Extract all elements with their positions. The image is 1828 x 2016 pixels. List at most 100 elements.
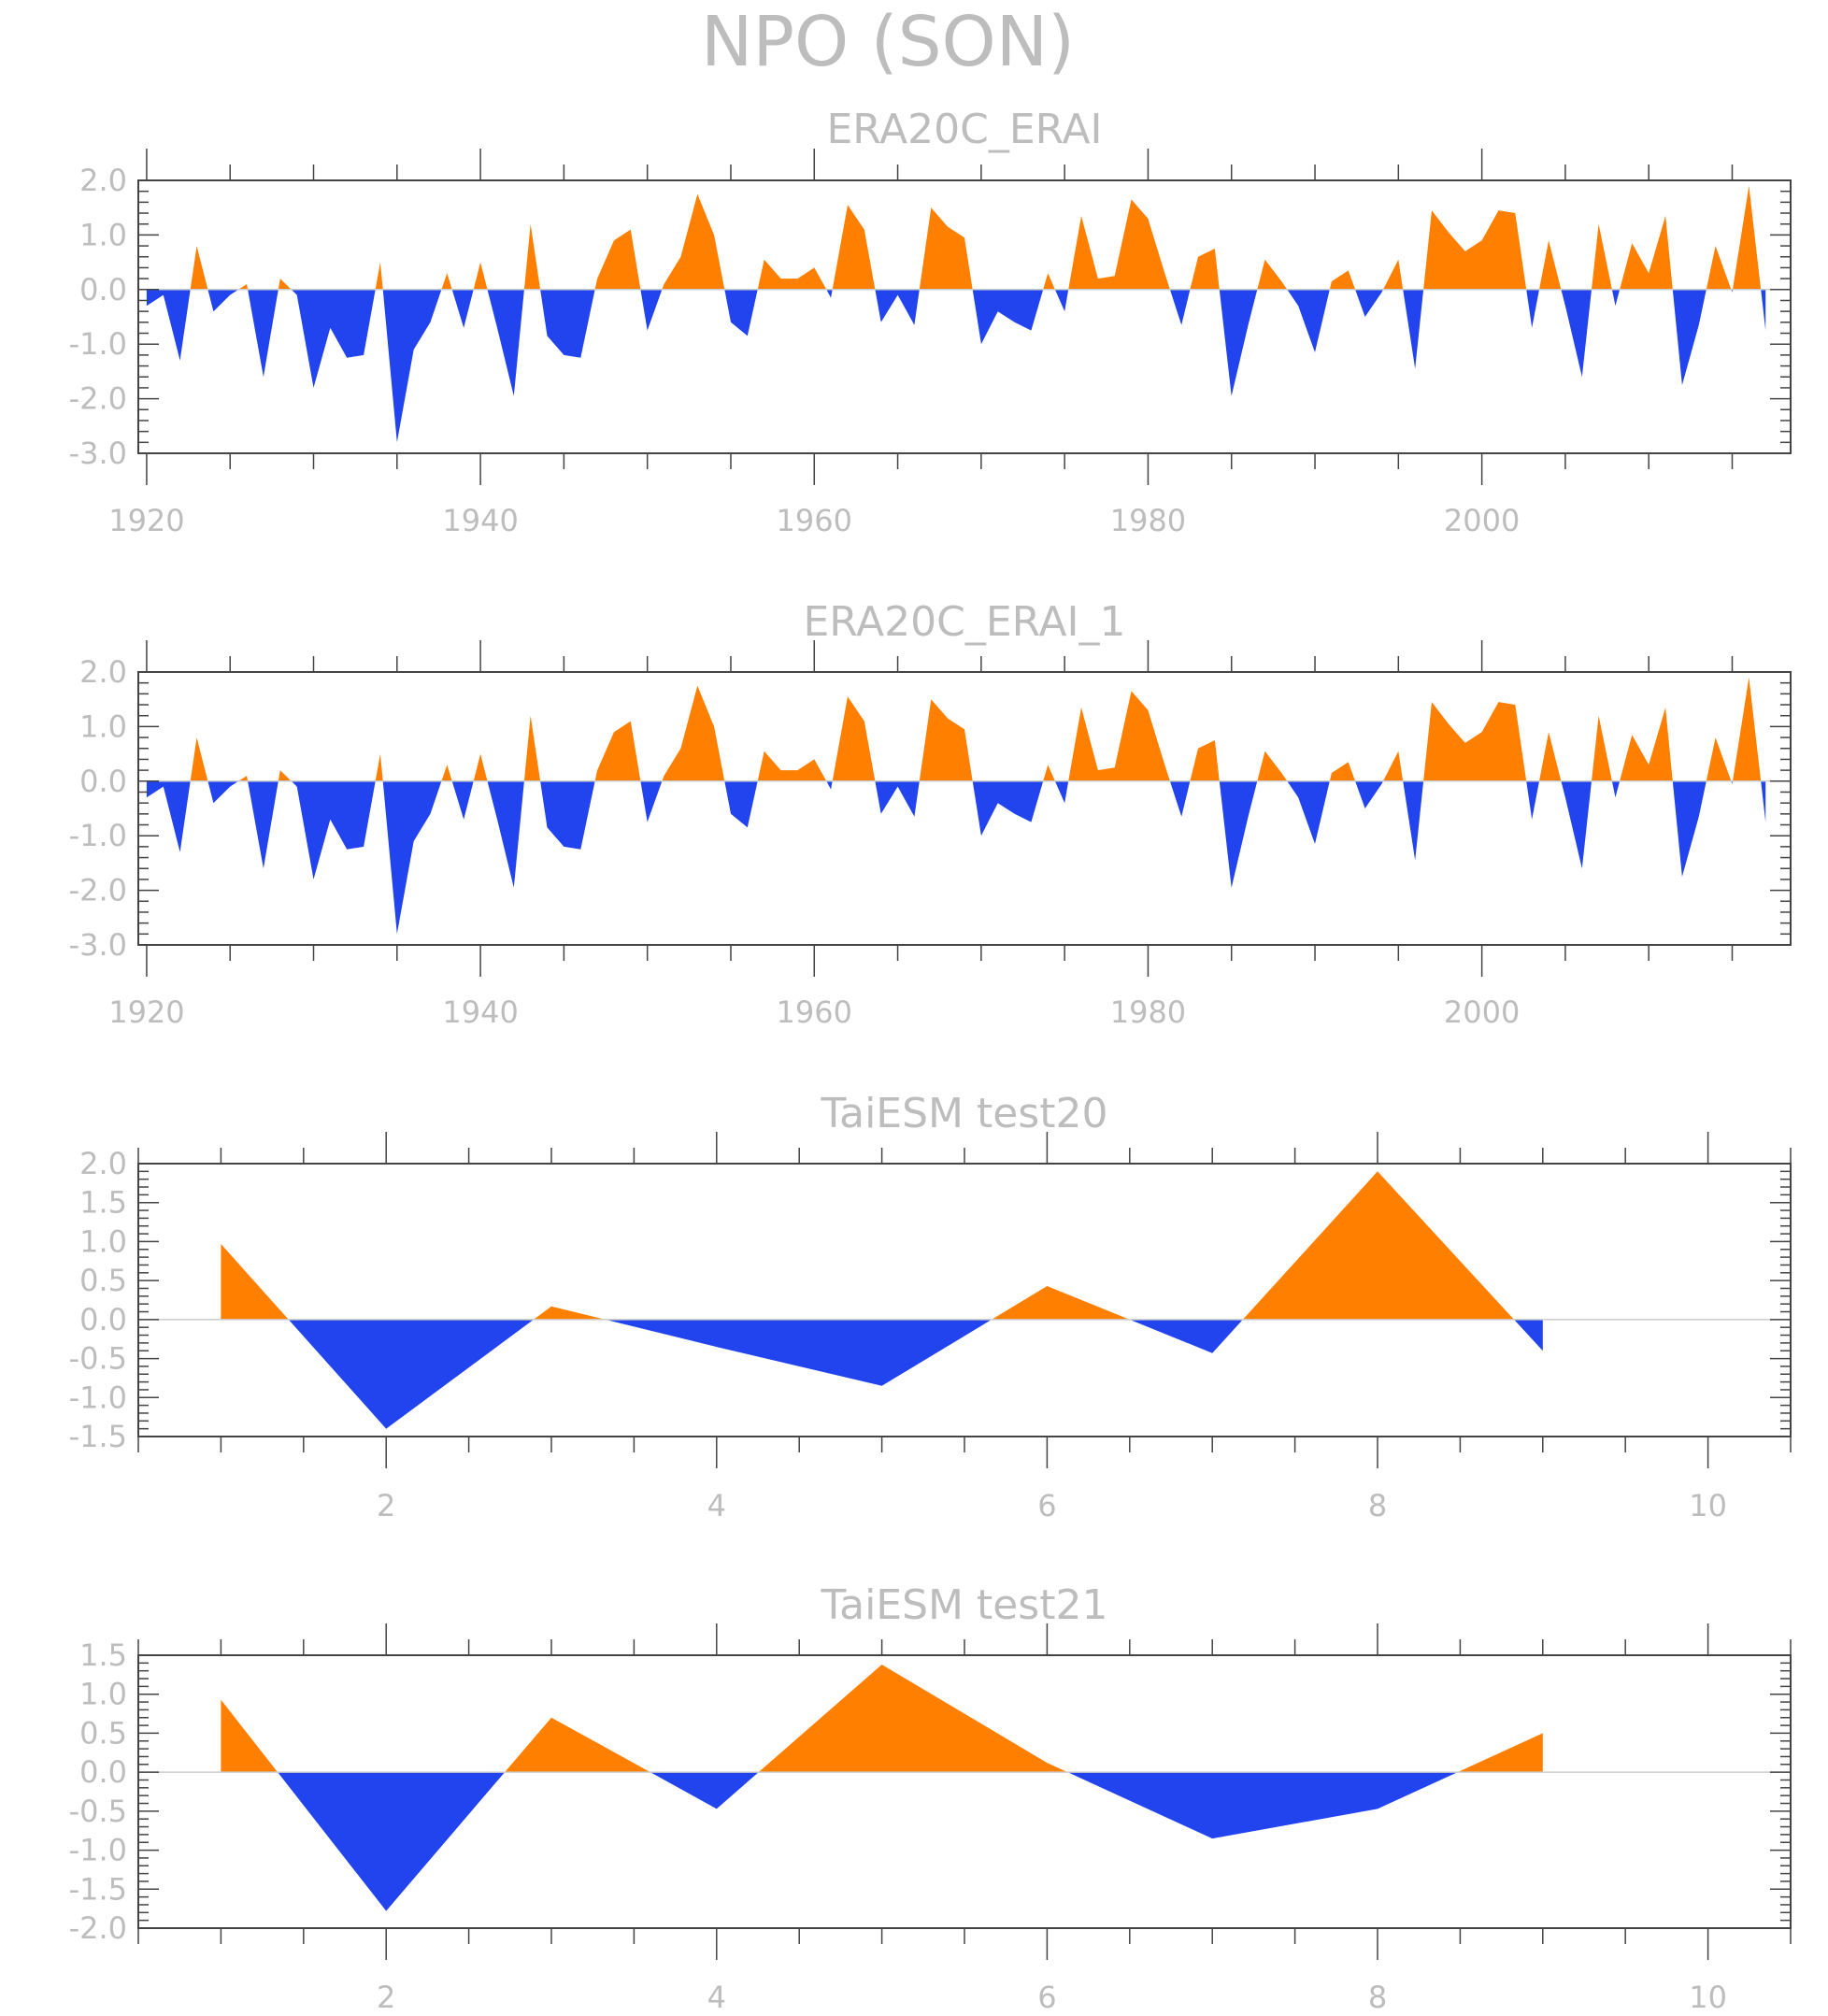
y-tick-label: -2.0 (69, 381, 127, 417)
positive-area (919, 207, 973, 290)
positive-area (190, 737, 208, 781)
negative-area (640, 289, 663, 331)
x-tick-label: 6 (1037, 1980, 1056, 2015)
negative-area (1761, 289, 1766, 331)
positive-area (1329, 762, 1356, 781)
negative-area (1672, 289, 1707, 385)
positive-area (594, 229, 641, 290)
positive-area (1257, 751, 1288, 781)
positive-area (1733, 677, 1762, 781)
negative-area (1561, 780, 1592, 869)
positive-area (1539, 732, 1562, 781)
negative-area (1287, 289, 1330, 352)
y-tick-label: 0.0 (79, 1754, 127, 1790)
positive-area (278, 279, 292, 290)
positive-area (190, 246, 208, 290)
x-tick-label: 4 (707, 1488, 726, 1523)
y-tick-label: -0.5 (69, 1341, 127, 1377)
y-tick-label: -1.5 (69, 1871, 127, 1907)
x-tick-label: 2 (377, 1980, 395, 2015)
positive-area (1190, 740, 1220, 781)
panel-title: TaiESM test20 (821, 1090, 1108, 1137)
y-tick-label: 0.5 (79, 1715, 127, 1751)
negative-area (1761, 780, 1766, 822)
positive-area (473, 262, 488, 290)
y-tick-label: -1.5 (69, 1419, 127, 1454)
negative-area (382, 780, 442, 935)
positive-area (1383, 259, 1404, 290)
positive-area (757, 751, 827, 781)
negative-area (291, 289, 376, 388)
negative-area (540, 780, 595, 850)
positive-area (523, 223, 541, 290)
positive-area (375, 753, 383, 781)
positive-area (832, 696, 876, 781)
positive-area (1329, 270, 1356, 290)
y-tick-label: -0.5 (69, 1794, 127, 1829)
panel-era20c-erai: ERA20C_ERAI 2.0 1.0 0.0 -1.0 -2.0 -3.0 1920 1940… (69, 106, 1792, 538)
x-tick-label: 10 (1689, 1980, 1727, 2015)
negative-area (875, 780, 920, 817)
y-tick-label: 1.0 (79, 1223, 127, 1259)
y-tick-label: -1.0 (69, 1833, 127, 1868)
negative-area (826, 780, 833, 790)
positive-area (238, 284, 249, 290)
figure-title: NPO (SON) (701, 2, 1075, 82)
panel-taiesm-test21: TaiESM test21 1.5 1.00.50.0 -0.5 -1.0-1.5-2.… (69, 1581, 1792, 2015)
negative-area (1561, 289, 1592, 378)
positive-area (278, 770, 292, 781)
plot-frame (137, 671, 1792, 946)
negative-area (724, 780, 758, 828)
positive-area (533, 1306, 606, 1320)
y-tick-label: 1.0 (79, 1677, 127, 1712)
negative-area (1219, 289, 1258, 396)
x-tick-label: 1920 (108, 503, 184, 538)
negative-area (487, 780, 524, 888)
y-tick-label: -1.0 (69, 326, 127, 362)
positive-area (992, 1286, 1130, 1320)
positive-area (1423, 210, 1527, 290)
panel-title: TaiESM test21 (821, 1581, 1108, 1629)
x-tick-label: 4 (707, 1980, 726, 2015)
negative-area (1169, 289, 1191, 325)
negative-area (1287, 780, 1330, 844)
positive-area (1043, 273, 1055, 290)
negative-area (1672, 780, 1707, 877)
negative-area (1067, 1772, 1458, 1839)
positive-area (757, 259, 827, 290)
positive-area (1733, 185, 1762, 290)
x-tick-label: 8 (1368, 1488, 1387, 1523)
y-tick-label: 0.0 (79, 764, 127, 799)
x-tick-label: 1980 (1110, 994, 1186, 1030)
negative-area (724, 289, 758, 336)
positive-area (1242, 1171, 1515, 1320)
y-tick-label: 1.0 (79, 217, 127, 252)
negative-area (1514, 1319, 1543, 1351)
negative-area (1611, 289, 1621, 307)
y-tick-label: 2.0 (79, 654, 127, 690)
positive-area (919, 699, 973, 781)
negative-area (1169, 780, 1191, 817)
y-tick-label: -1.0 (69, 818, 127, 853)
y-tick-label: 0.0 (79, 1302, 127, 1337)
negative-area (487, 289, 524, 396)
x-tick-label: 1980 (1110, 503, 1186, 538)
positive-area (662, 193, 725, 290)
negative-area (146, 780, 191, 852)
positive-area (1068, 691, 1170, 781)
positive-area (1068, 199, 1170, 290)
negative-area (207, 289, 239, 312)
x-tick-label: 10 (1689, 1488, 1727, 1523)
positive-area (1706, 737, 1732, 781)
positive-area (441, 765, 452, 781)
x-tick-label: 1960 (777, 503, 852, 538)
positive-area (523, 715, 541, 781)
negative-area (1054, 289, 1069, 312)
negative-area (1526, 289, 1539, 328)
positive-area (1706, 246, 1732, 290)
positive-area (1043, 765, 1055, 781)
negative-area (972, 780, 1044, 836)
positive-area (662, 685, 725, 781)
positive-area (832, 205, 876, 290)
